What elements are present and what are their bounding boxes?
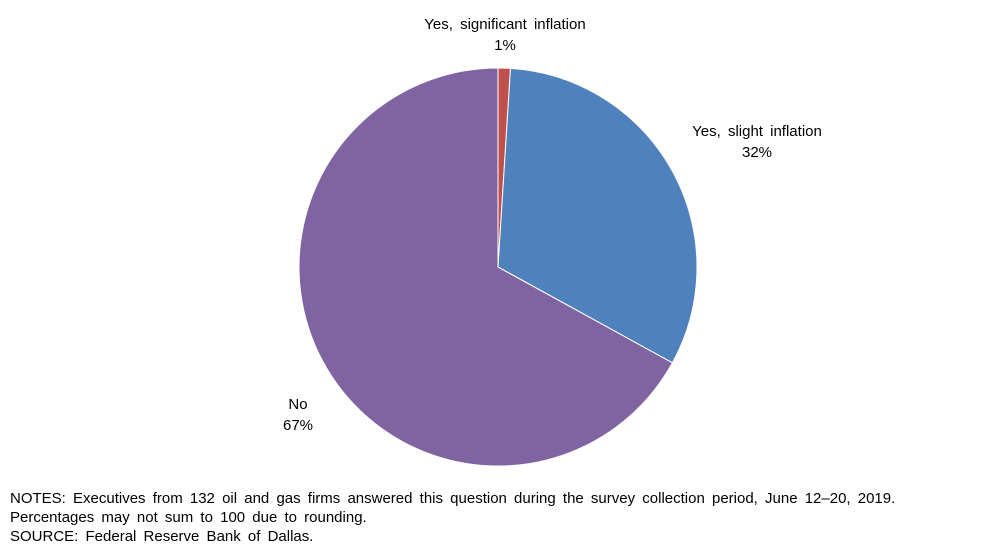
slice-label-3: No xyxy=(288,396,307,413)
pie-slice-3 xyxy=(298,67,674,467)
slice-label-1: Yes, significant inflation xyxy=(424,16,585,33)
pie-chart: Yes, significant inflation 1% Yes, slight … xyxy=(283,16,822,467)
slice-value-label-1: 1% xyxy=(494,37,516,54)
chart-notes: NOTES: Executives from 132 oil and gas f… xyxy=(10,489,990,546)
slice-label-2: Yes, slight inflation xyxy=(692,123,822,140)
pie-slice-2 xyxy=(497,67,698,364)
pie-labels: Yes, significant inflation 1% Yes, slight … xyxy=(283,16,822,434)
slice-value-label-2: 32% xyxy=(742,144,772,161)
pie-slices xyxy=(298,67,698,467)
source-line: SOURCE: Federal Reserve Bank of Dallas. xyxy=(10,528,314,545)
notes-line-1: NOTES: Executives from 132 oil and gas f… xyxy=(10,490,896,507)
slice-value-label-3: 67% xyxy=(283,417,313,434)
notes-line-2: Percentages may not sum to 100 due to ro… xyxy=(10,509,367,526)
